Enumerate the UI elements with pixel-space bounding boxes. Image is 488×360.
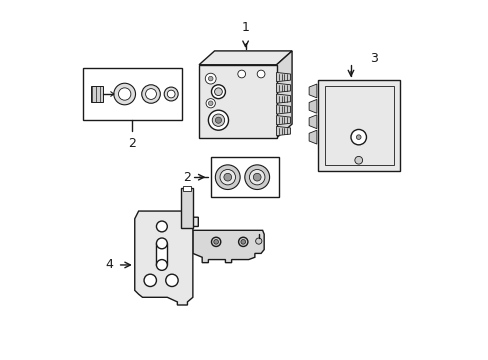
Bar — [181, 188, 192, 228]
Circle shape — [354, 156, 362, 164]
Circle shape — [145, 89, 156, 99]
Circle shape — [211, 237, 220, 247]
Bar — [82, 68, 182, 120]
Circle shape — [156, 238, 167, 249]
Polygon shape — [276, 116, 290, 125]
Polygon shape — [308, 99, 316, 113]
Polygon shape — [308, 84, 316, 98]
Polygon shape — [308, 115, 316, 129]
Circle shape — [211, 85, 225, 99]
Circle shape — [208, 110, 228, 130]
Circle shape — [165, 274, 178, 287]
Bar — [183, 186, 191, 191]
Circle shape — [167, 90, 175, 98]
Circle shape — [156, 221, 167, 232]
Bar — [324, 86, 393, 165]
Text: 1: 1 — [241, 21, 249, 34]
Circle shape — [214, 88, 222, 95]
Polygon shape — [135, 211, 198, 305]
Circle shape — [215, 117, 221, 123]
Circle shape — [208, 76, 213, 81]
Circle shape — [253, 173, 261, 181]
Circle shape — [144, 274, 156, 287]
Circle shape — [257, 70, 264, 78]
Bar — [318, 80, 399, 171]
Text: 4: 4 — [105, 258, 113, 271]
Circle shape — [249, 170, 264, 185]
Circle shape — [205, 99, 215, 108]
Circle shape — [241, 239, 245, 244]
Circle shape — [213, 239, 218, 244]
Circle shape — [220, 170, 235, 185]
Polygon shape — [276, 83, 290, 93]
Circle shape — [156, 260, 167, 270]
Circle shape — [212, 114, 224, 126]
Circle shape — [237, 70, 245, 78]
Polygon shape — [276, 94, 290, 103]
Polygon shape — [276, 72, 290, 82]
Circle shape — [208, 101, 213, 105]
Circle shape — [350, 130, 366, 145]
Polygon shape — [199, 51, 291, 65]
Circle shape — [142, 85, 160, 103]
Polygon shape — [276, 105, 290, 114]
Circle shape — [215, 165, 240, 189]
Polygon shape — [308, 130, 316, 144]
Text: 3: 3 — [369, 52, 377, 65]
Circle shape — [205, 73, 216, 84]
Circle shape — [244, 165, 269, 189]
Circle shape — [114, 83, 135, 105]
Circle shape — [255, 238, 261, 244]
Circle shape — [356, 135, 360, 139]
Bar — [199, 65, 276, 138]
Circle shape — [118, 88, 131, 100]
Bar — [90, 86, 103, 102]
Text: 2: 2 — [128, 137, 136, 150]
Circle shape — [224, 173, 231, 181]
Bar — [210, 157, 278, 197]
Circle shape — [164, 87, 178, 101]
Bar — [156, 243, 167, 265]
Text: 2: 2 — [183, 171, 190, 184]
Circle shape — [238, 237, 247, 247]
Polygon shape — [192, 230, 264, 263]
Polygon shape — [276, 51, 291, 138]
Polygon shape — [276, 126, 290, 136]
